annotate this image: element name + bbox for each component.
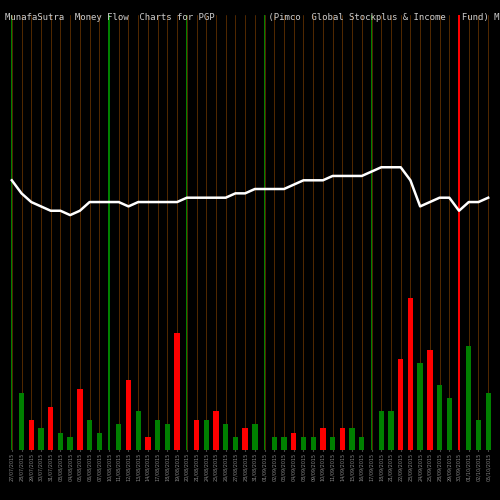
Bar	[38, 428, 44, 450]
Bar	[164, 424, 170, 450]
Bar	[418, 363, 423, 450]
Bar	[272, 437, 277, 450]
Bar	[340, 428, 345, 450]
Bar	[108, 15, 110, 450]
Bar	[291, 432, 296, 450]
Bar	[77, 389, 82, 450]
Bar	[96, 432, 102, 450]
Bar	[11, 15, 13, 450]
Bar	[155, 420, 160, 450]
Bar	[466, 346, 471, 450]
Bar	[174, 332, 180, 450]
Bar	[186, 15, 188, 450]
Bar	[398, 358, 404, 450]
Bar	[214, 411, 218, 450]
Bar	[330, 437, 336, 450]
Bar	[486, 394, 491, 450]
Bar	[48, 406, 54, 450]
Bar	[458, 15, 460, 450]
Bar	[446, 398, 452, 450]
Bar	[371, 15, 372, 450]
Bar	[320, 428, 326, 450]
Bar	[87, 420, 92, 450]
Bar	[58, 432, 63, 450]
Bar	[68, 437, 73, 450]
Bar	[19, 394, 24, 450]
Bar	[28, 420, 34, 450]
Text: MunafaSutra  Money Flow  Charts for PGP          (Pimco  Global Stockplus & Inco: MunafaSutra Money Flow Charts for PGP (P…	[5, 12, 500, 22]
Bar	[145, 437, 150, 450]
Bar	[136, 411, 141, 450]
Bar	[194, 420, 199, 450]
Bar	[476, 420, 481, 450]
Bar	[264, 15, 265, 450]
Bar	[232, 437, 238, 450]
Bar	[427, 350, 432, 450]
Bar	[242, 428, 248, 450]
Bar	[378, 411, 384, 450]
Bar	[116, 424, 121, 450]
Bar	[437, 385, 442, 450]
Bar	[408, 298, 413, 450]
Bar	[388, 411, 394, 450]
Bar	[252, 424, 258, 450]
Bar	[310, 437, 316, 450]
Bar	[282, 437, 286, 450]
Bar	[223, 424, 228, 450]
Bar	[350, 428, 355, 450]
Bar	[359, 437, 364, 450]
Bar	[204, 420, 209, 450]
Bar	[301, 437, 306, 450]
Bar	[126, 380, 131, 450]
